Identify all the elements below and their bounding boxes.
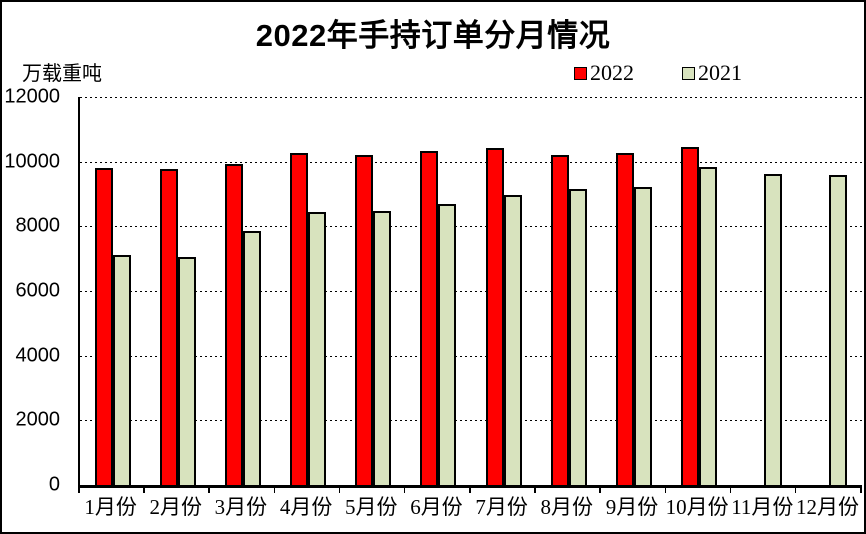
bar-group-3月份 [210,97,275,485]
bar-2022-6月份 [420,151,439,485]
bar-2021-7月份 [503,195,522,485]
bar-2022-8月份 [550,155,569,485]
y-tick-label: 2000 [15,408,61,431]
x-axis-label: 7月份 [475,495,528,519]
bar-2021-2月份 [177,257,196,485]
bar-2022-3月份 [224,164,243,485]
bar-2021-8月份 [568,188,587,485]
bar-2021-9月份 [633,186,652,485]
gridline [80,97,862,98]
y-tick-label: 8000 [15,214,61,237]
y-tick-label: 6000 [15,279,61,302]
y-tick-label: 12000 [4,85,60,108]
gridline [80,291,862,292]
gridline [80,420,862,422]
bar-2021-10月份 [699,166,718,485]
x-tick [534,488,536,493]
bar-2022-7月份 [485,148,504,485]
bar-group-8月份 [536,97,601,485]
x-axis-label: 4月份 [279,495,333,519]
bar-group-4月份 [276,97,341,485]
bar-group-12月份 [797,97,862,485]
bar-2021-1月份 [112,255,131,485]
x-axis-label: 12月份 [795,495,859,519]
x-axis-label: 11月份 [731,495,794,519]
y-tick-label: 0 [48,473,60,496]
y-tick-label: 4000 [15,344,61,367]
bar-group-11月份 [732,97,797,485]
bar-2022-1月份 [94,167,113,485]
x-tick [664,488,666,493]
bar-2022-2月份 [159,168,178,485]
bar-2022-5月份 [355,154,374,485]
bar-group-7月份 [471,97,536,485]
legend-item-2022: 2022 [574,62,634,84]
x-axis-label: 9月份 [605,495,659,519]
y-tick-label: 10000 [4,150,60,173]
x-tick [273,488,275,493]
bar-group-10月份 [667,97,732,485]
bar-2021-3月份 [242,231,261,485]
gridline [80,355,862,357]
bar-2021-4月份 [308,212,327,485]
x-tick [403,488,406,493]
bar-groups [80,97,862,485]
y-axis-unit-label: 万载重吨 [22,63,102,85]
legend-label-2022: 2022 [590,60,634,85]
y-axis: 12000 10000 8000 6000 4000 2000 0 [2,86,68,496]
x-axis-label: 5月份 [345,495,398,519]
gridline [80,161,862,163]
bar-2021-12月份 [829,174,848,485]
bar-group-9月份 [601,97,666,485]
x-axis-labels: 1月份 2月份 3月份 4月份 5月份 6月份 7月份 8月份 9月份 10月份 11月份 12月份 [78,492,860,524]
bar-group-1月份 [80,97,145,485]
legend-swatch-2022-icon [574,66,587,80]
x-axis-label: 3月份 [214,495,268,519]
bar-2021-5月份 [373,210,392,485]
x-axis-label: 10月份 [665,495,729,519]
x-tick [860,488,862,493]
x-axis-label: 6月份 [410,495,463,519]
x-tick [729,488,732,493]
x-axis-label: 1月份 [84,495,137,519]
bar-2022-10月份 [681,146,700,485]
bar-2022-4月份 [290,153,309,485]
x-axis-label: 2月份 [149,495,203,519]
bar-2021-11月份 [764,173,783,485]
x-axis-ticks [78,488,862,493]
bar-group-2月份 [145,97,210,485]
x-tick [208,488,210,493]
x-tick [599,488,601,493]
bar-group-6月份 [406,97,471,485]
legend: 2022 2021 [574,62,742,84]
x-tick [78,488,80,493]
plot-area [78,97,862,488]
x-axis-label: 8月份 [540,495,594,519]
bar-2021-6月份 [438,204,457,485]
x-tick [469,488,471,493]
x-tick [338,488,341,493]
legend-item-2021: 2021 [682,62,742,84]
chart-title: 2022年手持订单分月情况 [255,18,611,53]
x-tick [143,488,145,493]
bar-2022-9月份 [615,153,634,485]
legend-label-2021: 2021 [698,60,742,85]
gridline [80,226,862,228]
bar-group-5月份 [341,97,406,485]
x-tick [794,488,797,493]
legend-swatch-2021-icon [682,66,695,80]
